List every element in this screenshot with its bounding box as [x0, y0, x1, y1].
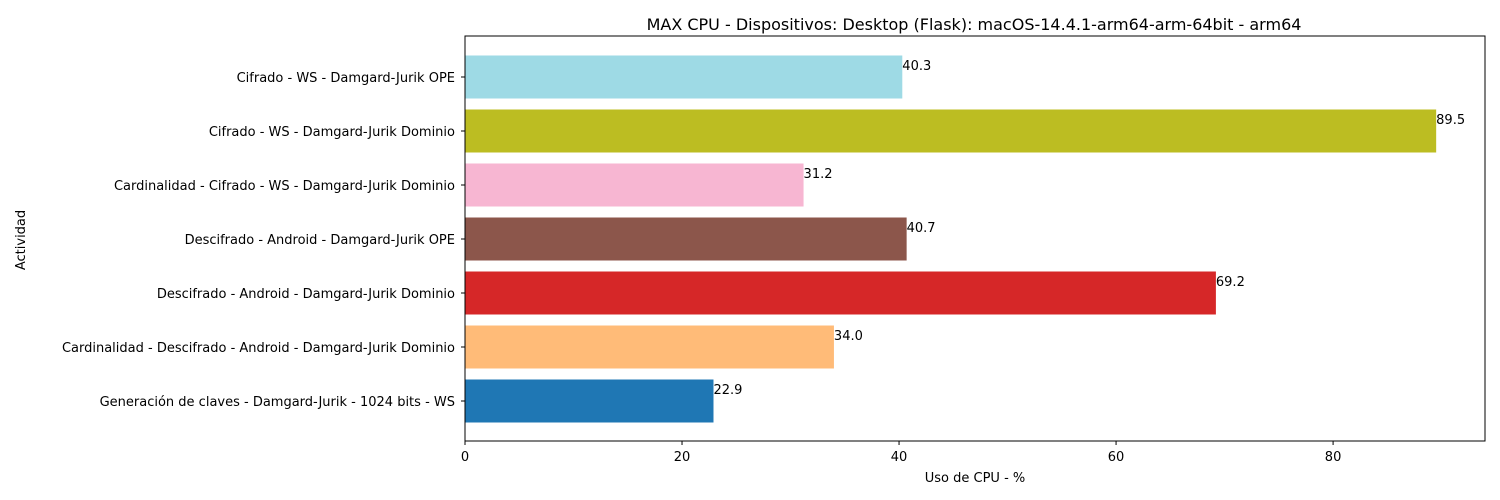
plot-frame: [464, 35, 1486, 442]
value-label-0: 22.9: [713, 383, 742, 398]
x-tick-label-3: 60: [1108, 450, 1125, 465]
value-label-2: 69.2: [1216, 275, 1245, 290]
x-tick-label-2: 40: [891, 450, 908, 465]
x-tick-label-1: 20: [674, 450, 691, 465]
y-tick-label-1: Cardinalidad - Descifrado - Android - Da…: [62, 341, 455, 356]
value-label-1: 34.0: [834, 329, 863, 344]
value-label-3: 40.7: [907, 221, 936, 236]
bar-6: [465, 55, 903, 99]
chart-title: MAX CPU - Dispositivos: Desktop (Flask):…: [647, 15, 1302, 34]
bar-1: [465, 325, 834, 369]
y-axis-ticks: Generación de claves - Damgard-Jurik - 1…: [62, 71, 465, 410]
bar-4: [465, 163, 804, 207]
y-tick-label-6: Cifrado - WS - Damgard-Jurik OPE: [237, 71, 455, 86]
bar-0: [465, 379, 714, 423]
y-axis-label: Actividad: [14, 210, 29, 270]
value-label-4: 31.2: [804, 167, 833, 182]
y-tick-label-0: Generación de claves - Damgard-Jurik - 1…: [100, 395, 455, 410]
value-label-6: 40.3: [902, 59, 931, 74]
y-tick-label-5: Cifrado - WS - Damgard-Jurik Dominio: [209, 125, 455, 140]
value-labels-layer: 22.9 34.0 69.2 40.7 31.2 89.5 40.3: [713, 59, 1465, 398]
bar-2: [465, 271, 1216, 315]
bar-3: [465, 217, 907, 261]
y-tick-label-2: Descifrado - Android - Damgard-Jurik Dom…: [157, 287, 455, 302]
y-tick-label-4: Cardinalidad - Cifrado - WS - Damgard-Ju…: [114, 179, 455, 194]
bar-5: [465, 109, 1437, 153]
x-tick-label-0: 0: [461, 450, 469, 465]
x-axis-label: Uso de CPU - %: [925, 471, 1026, 486]
x-tick-label-4: 80: [1325, 450, 1342, 465]
x-axis-ticks: 0 20 40 60 80: [461, 441, 1341, 465]
bars-layer: [465, 55, 1437, 423]
y-tick-label-3: Descifrado - Android - Damgard-Jurik OPE: [185, 233, 455, 248]
value-label-5: 89.5: [1436, 113, 1465, 128]
